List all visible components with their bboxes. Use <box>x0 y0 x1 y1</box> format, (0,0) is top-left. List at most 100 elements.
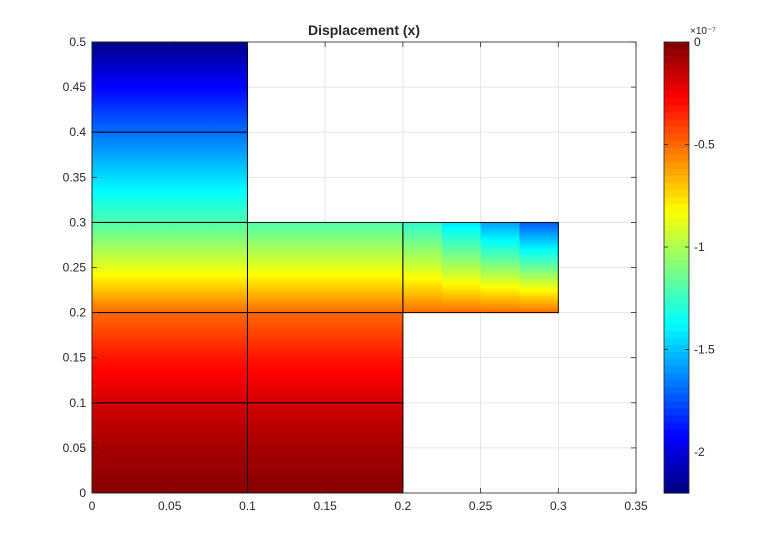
field-patch <box>325 468 365 472</box>
field-patch <box>286 481 326 485</box>
field-patch <box>130 438 171 442</box>
field-patch <box>364 436 404 440</box>
field-patch <box>247 429 287 433</box>
field-patch <box>286 262 326 266</box>
field-patch <box>364 296 404 300</box>
field-patch <box>92 371 132 375</box>
colorbar[interactable]: 0-0.5-1-1.5-2×10⁻⁷ <box>663 26 716 494</box>
field-patch <box>208 366 249 370</box>
field-patch <box>247 267 287 271</box>
field-patch <box>92 71 132 75</box>
field-patch <box>247 287 287 291</box>
field-patch <box>92 434 132 438</box>
field-patch <box>286 441 326 444</box>
field-patch <box>286 348 326 352</box>
field-patch <box>364 373 404 377</box>
field-patch <box>519 247 559 251</box>
field-patch <box>169 387 210 390</box>
field-patch <box>92 53 132 57</box>
field-patch <box>130 265 171 269</box>
field-patch <box>364 278 404 282</box>
field-patch <box>92 179 132 183</box>
field-patch <box>247 262 287 266</box>
field-patch <box>130 224 171 228</box>
field-patch <box>130 233 171 237</box>
field-patch <box>92 321 132 325</box>
field-patch <box>325 285 365 289</box>
field-patch <box>169 204 210 208</box>
field-patch <box>441 272 482 275</box>
field-patch <box>286 483 326 487</box>
field-patch <box>169 278 210 282</box>
field-patch <box>169 161 210 165</box>
field-patch <box>130 384 171 388</box>
field-patch <box>364 319 404 323</box>
field-patch <box>208 60 249 63</box>
field-patch <box>364 465 404 469</box>
field-patch <box>247 425 287 429</box>
field-patch <box>247 400 287 404</box>
field-patch <box>247 377 287 381</box>
field-patch <box>325 222 365 226</box>
field-patch <box>286 244 326 248</box>
field-patch <box>92 132 132 136</box>
field-patch <box>286 265 326 269</box>
field-patch <box>169 443 210 447</box>
field-patch <box>208 423 249 426</box>
field-patch <box>208 488 249 492</box>
field-patch <box>169 335 210 339</box>
field-patch <box>208 98 249 102</box>
field-patch <box>247 423 287 426</box>
field-patch <box>130 411 171 415</box>
field-patch <box>480 269 521 273</box>
field-patch <box>286 332 326 336</box>
field-patch <box>130 64 171 68</box>
field-patch <box>169 393 210 397</box>
field-patch <box>480 247 521 251</box>
field-patch <box>247 269 287 273</box>
field-patch <box>208 161 249 165</box>
field-patch <box>92 409 132 413</box>
field-patch <box>169 256 210 260</box>
field-patch <box>130 143 171 147</box>
field-patch <box>92 465 132 469</box>
field-patch <box>247 454 287 458</box>
field-patch <box>247 357 287 361</box>
field-patch <box>364 301 404 305</box>
field-patch <box>286 256 326 260</box>
field-patch <box>169 44 210 48</box>
field-patch <box>130 305 171 309</box>
field-patch <box>130 375 171 379</box>
field-patch <box>364 312 404 316</box>
field-patch <box>92 445 132 449</box>
field-patch <box>208 267 249 271</box>
field-patch <box>364 346 404 350</box>
field-patch <box>130 278 171 282</box>
field-patch <box>130 82 171 86</box>
field-patch <box>130 486 171 490</box>
field-patch <box>92 172 132 176</box>
field-patch <box>130 42 171 45</box>
field-patch <box>92 429 132 433</box>
field-patch <box>480 229 521 233</box>
field-patch <box>92 66 132 70</box>
field-patch <box>130 107 171 111</box>
field-patch <box>519 233 559 237</box>
field-patch <box>325 283 365 287</box>
field-patch <box>402 222 443 226</box>
field-patch <box>169 301 210 305</box>
field-patch <box>130 235 171 239</box>
y-tick-label: 0.4 <box>69 125 86 139</box>
field-patch <box>441 247 482 251</box>
colorbar-swatch <box>664 436 689 445</box>
field-patch <box>130 468 171 472</box>
field-patch <box>130 247 171 251</box>
field-patch <box>130 170 171 174</box>
field-patch <box>130 312 171 316</box>
field-patch <box>364 477 404 481</box>
field-patch <box>169 89 210 93</box>
field-patch <box>286 229 326 233</box>
field-patch <box>325 276 365 280</box>
field-patch <box>364 258 404 262</box>
field-patch <box>519 305 559 309</box>
